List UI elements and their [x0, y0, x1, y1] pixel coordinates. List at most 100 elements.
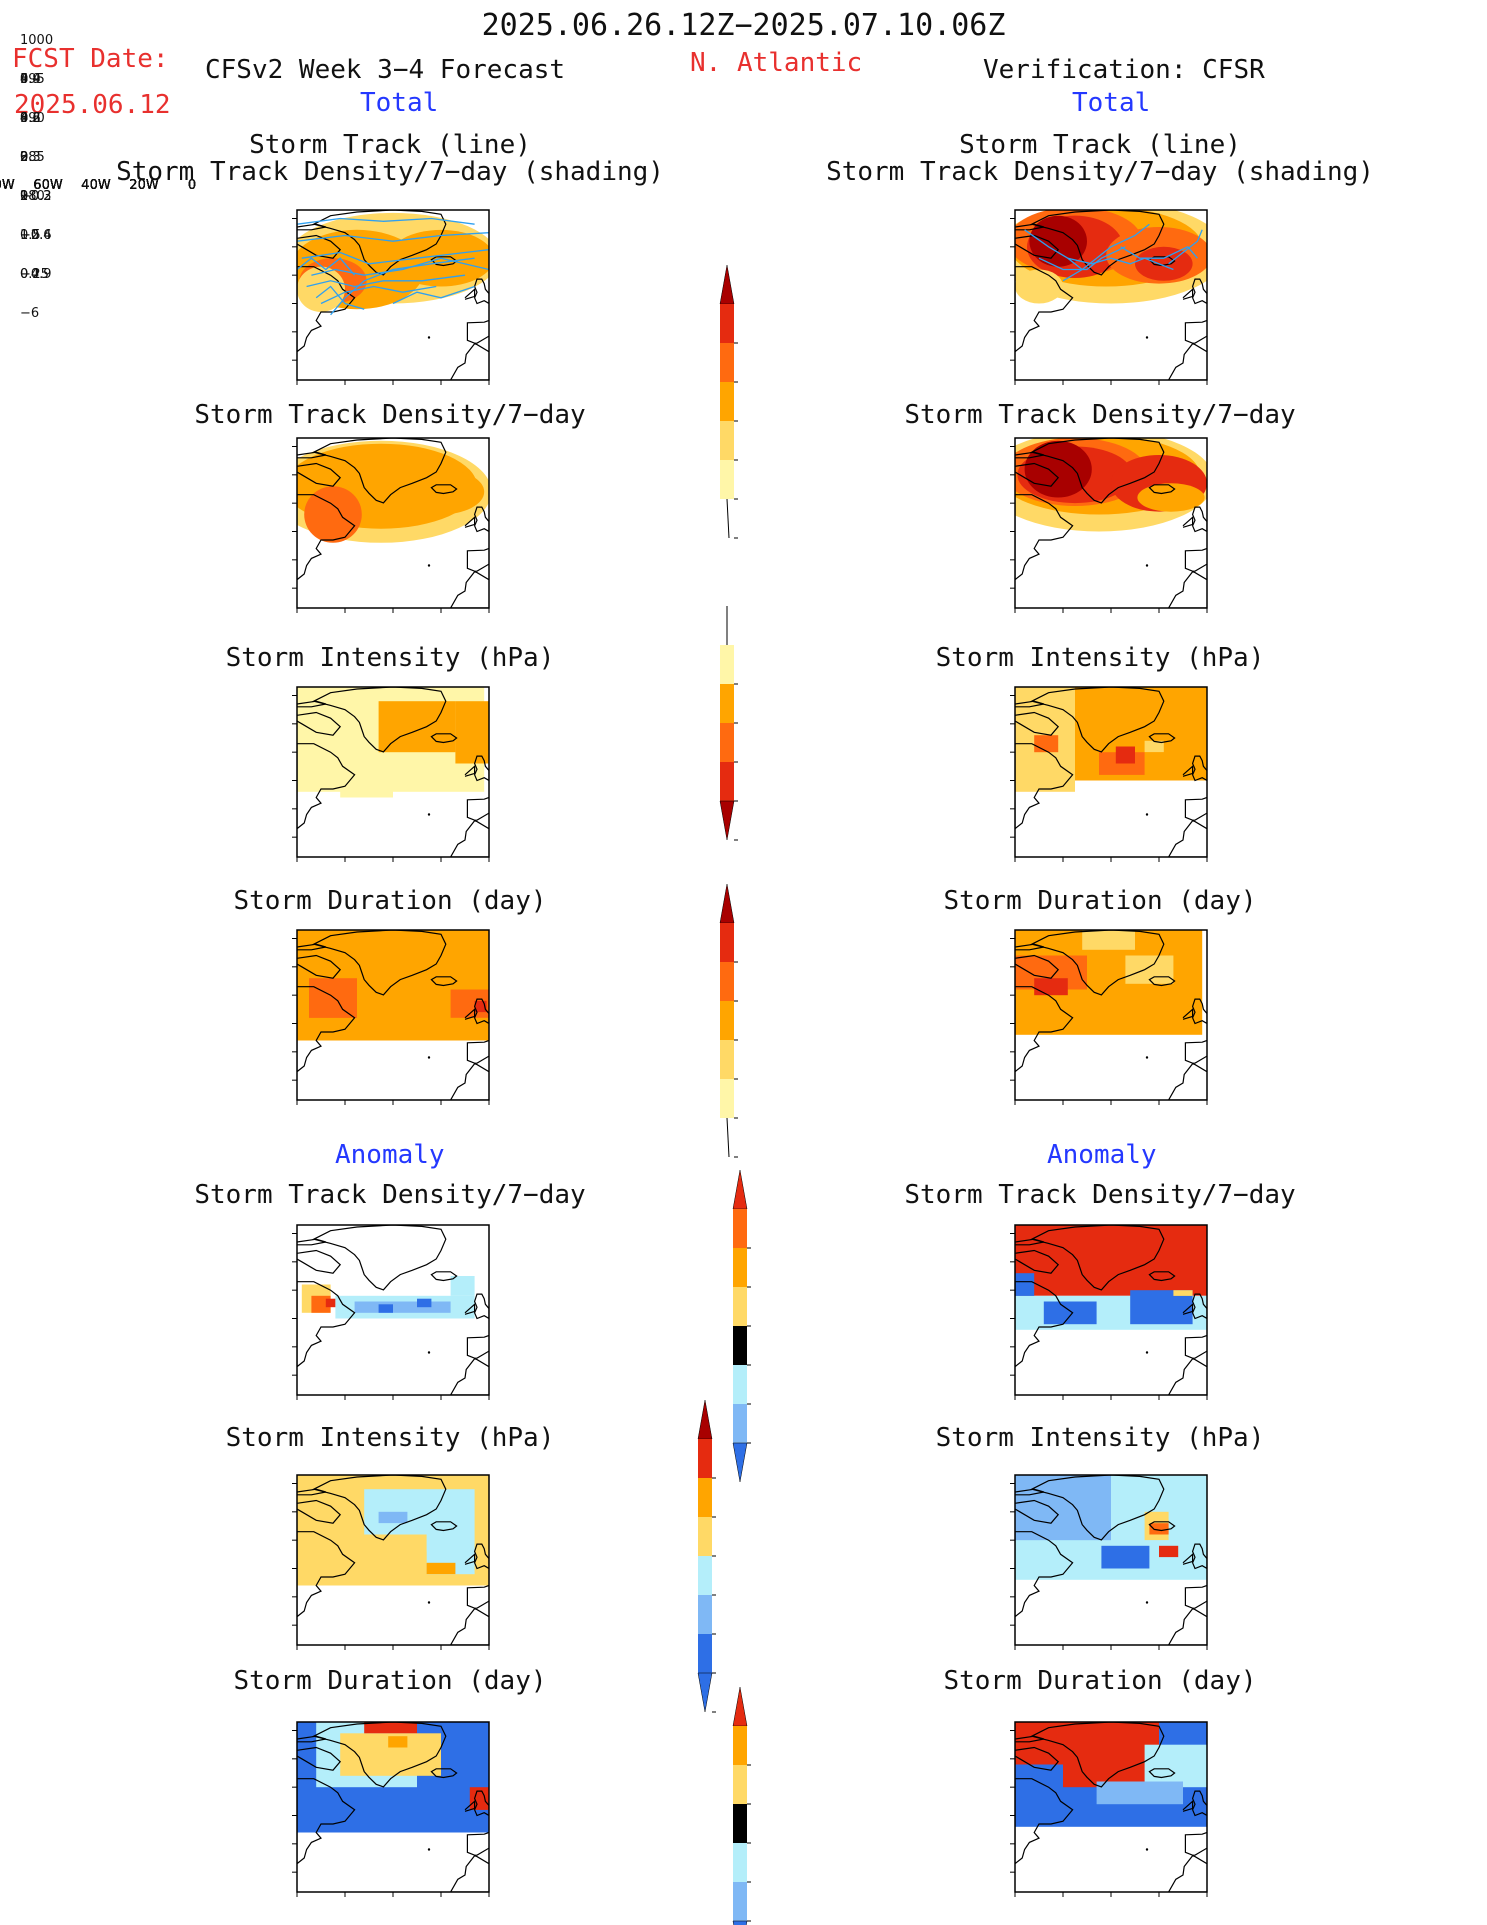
- map-area: [297, 1722, 489, 1892]
- azores-dot: [427, 1848, 431, 1851]
- greenland-outline: [312, 930, 447, 996]
- x-tick-label: 0: [188, 178, 196, 193]
- colorbar-label: −2: [20, 228, 39, 243]
- panel-title-density-left: Storm Track Density/7−day: [194, 400, 586, 430]
- x-tick-label: 20W: [129, 178, 159, 193]
- colorbar-label: 0.2: [20, 111, 41, 126]
- total-label-left: Total: [360, 88, 439, 118]
- colorbar-label: 2: [20, 150, 28, 165]
- canada-outline: [297, 451, 326, 459]
- x-tick-label: 40W: [81, 178, 111, 193]
- x-tick-label: 40W: [81, 178, 111, 193]
- x-tick-label: 80W: [0, 178, 15, 193]
- panel-density-forecast: [292, 437, 490, 613]
- europe-outline: [466, 796, 489, 821]
- colorbar-arrow-top: [732, 1686, 748, 1727]
- shading-cell: [340, 774, 393, 798]
- x-tick-label: 40W: [81, 178, 111, 193]
- iceland-outline: [430, 733, 458, 744]
- colorbar-label: −0.3: [20, 189, 52, 204]
- colorbar-arrow-top: [719, 883, 735, 924]
- shading-contour: [297, 266, 345, 312]
- colorbar-label: −0.6: [20, 228, 52, 243]
- colorbar-segment: [733, 1726, 747, 1765]
- panel-intensity-cfsr: [1010, 686, 1208, 862]
- canada-outline: [1015, 462, 1060, 487]
- shading-cell: [1082, 930, 1135, 950]
- colorbar-segment: [720, 923, 734, 962]
- canada-outline: [297, 494, 356, 581]
- map-area: [1015, 1722, 1207, 1892]
- europe-outline: [466, 1334, 489, 1359]
- x-tick-label: 20W: [129, 178, 159, 193]
- x-tick-label: 60W: [33, 178, 63, 193]
- colorbar-anom-intensity: [697, 1399, 716, 1713]
- europe-outline: [1167, 1357, 1207, 1395]
- x-tick-label: 20W: [129, 178, 159, 193]
- panel-title-anom-duration-left: Storm Duration (day): [233, 1666, 547, 1696]
- x-tick-label: 20W: [129, 178, 159, 193]
- panel-title-duration-left: Storm Duration (day): [233, 886, 547, 916]
- shading-contour: [1135, 246, 1193, 281]
- colorbar-segment: [720, 723, 734, 762]
- europe-outline: [1182, 764, 1194, 777]
- colorbar-label: 0.3: [20, 150, 41, 165]
- shading-cell: [1034, 978, 1068, 996]
- x-tick-label: 80W: [0, 178, 15, 193]
- europe-outline: [1184, 319, 1207, 344]
- x-tick-label: 40W: [81, 178, 111, 193]
- date-range-title: 2025.06.26.12Z−2025.07.10.06Z: [481, 8, 1006, 43]
- europe-outline: [473, 1543, 489, 1570]
- shading-cell: [1159, 1545, 1179, 1558]
- canada-outline: [297, 743, 356, 830]
- map-area: [297, 1225, 489, 1395]
- colorbar-tail-bottom: [726, 498, 730, 539]
- x-tick-label: 20W: [129, 178, 159, 193]
- canada-outline: [297, 223, 326, 231]
- azores-dot: [1145, 813, 1149, 816]
- colorbar-segment: [698, 1556, 712, 1595]
- colorbar-arrow-top: [719, 264, 735, 305]
- canada-outline: [1015, 1531, 1074, 1618]
- colorbar-segment: [733, 1404, 747, 1443]
- europe-outline: [1184, 547, 1207, 572]
- europe-outline: [473, 1293, 489, 1320]
- storm-track-line: [1024, 229, 1083, 271]
- colorbar-label: 5: [20, 72, 28, 87]
- colorbar-label: 0.5: [20, 228, 41, 243]
- canada-outline: [1015, 451, 1044, 459]
- europe-outline: [1167, 819, 1207, 857]
- map-area: [1015, 438, 1207, 608]
- canada-outline: [1015, 700, 1044, 708]
- shading-cell: [1101, 1545, 1150, 1569]
- x-tick-label: 0: [188, 178, 196, 193]
- europe-outline: [466, 1039, 489, 1064]
- canada-outline: [297, 943, 326, 951]
- canada-outline: [1015, 1778, 1074, 1865]
- shading-contour: [304, 486, 362, 543]
- azores-dot: [1145, 1056, 1149, 1059]
- europe-outline: [473, 998, 489, 1025]
- map-area: [1015, 687, 1207, 857]
- x-tick-label: 0: [188, 178, 196, 193]
- iceland-outline: [430, 1271, 458, 1282]
- greenland-outline: [312, 1225, 447, 1291]
- colorbar-label: −4: [20, 267, 39, 282]
- azores-dot: [427, 1601, 431, 1604]
- europe-outline: [466, 547, 489, 572]
- shading-cell: [450, 1276, 475, 1296]
- europe-outline: [1191, 278, 1207, 305]
- colorbar-label: 4: [20, 111, 28, 126]
- canada-outline: [297, 1238, 326, 1246]
- greenland-outline: [1030, 1475, 1165, 1541]
- colorbar-segment: [720, 1079, 734, 1118]
- iceland-outline: [1148, 484, 1176, 495]
- iceland-outline: [1148, 733, 1176, 744]
- panel-track-forecast: [292, 209, 490, 385]
- x-tick-label: 40W: [81, 178, 111, 193]
- colorbar-segment: [720, 382, 734, 421]
- colorbar-segment: [733, 1326, 747, 1365]
- colorbar-segment: [698, 1634, 712, 1673]
- europe-outline: [464, 1552, 476, 1565]
- panel-title-duration-right: Storm Duration (day): [943, 886, 1257, 916]
